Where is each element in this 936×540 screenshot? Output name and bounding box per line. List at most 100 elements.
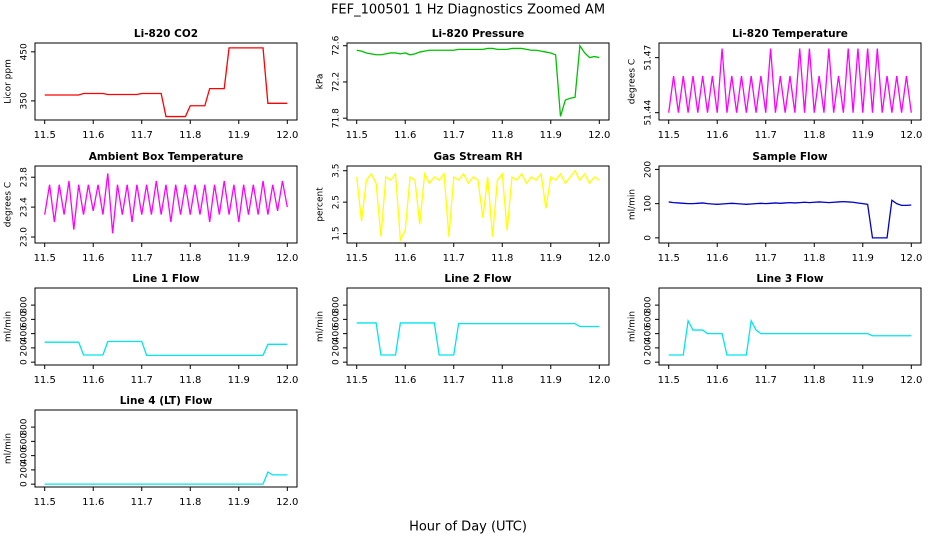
series-line: [668, 48, 912, 113]
x-tick-label: 11.8: [803, 253, 825, 264]
y-tick-label: 400: [20, 325, 30, 342]
x-tick-label: 11.8: [803, 375, 825, 386]
y-tick-label: 72.2: [332, 72, 342, 92]
x-tick-label: 11.9: [540, 375, 562, 386]
x-tick-label: 11.9: [852, 130, 874, 141]
y-tick-label: 800: [20, 418, 30, 435]
y-tick-label: 0: [644, 359, 654, 365]
y-axis-label: degrees C: [4, 182, 14, 227]
x-tick-label: 11.9: [852, 375, 874, 386]
x-tick-label: 11.8: [179, 497, 201, 508]
panel-title: Line 3 Flow: [756, 273, 823, 285]
panel-title: Line 1 Flow: [132, 273, 199, 285]
series-line: [44, 47, 288, 118]
x-tick-label: 11.9: [228, 497, 250, 508]
x-tick-label: 11.8: [803, 130, 825, 141]
x-tick-label: 11.5: [346, 375, 368, 386]
x-tick-label: 11.8: [179, 253, 201, 264]
series-line: [356, 169, 600, 243]
y-tick-label: 0: [332, 359, 342, 365]
x-tick-label: 12.0: [900, 253, 922, 264]
y-tick-label: 0: [644, 235, 654, 241]
x-tick-label: 11.6: [82, 130, 104, 141]
x-tick-label: 12.0: [276, 130, 298, 141]
x-tick-label: 11.7: [131, 375, 153, 386]
y-axis-label: degrees C: [628, 59, 638, 104]
x-tick-label: 12.0: [276, 253, 298, 264]
x-tick-label: 12.0: [276, 497, 298, 508]
y-tick-label: 200: [332, 339, 342, 356]
y-tick-label: 51.47: [644, 45, 654, 71]
plot-frame: [34, 409, 298, 488]
y-tick-label: 800: [644, 296, 654, 313]
y-tick-label: 0: [20, 481, 30, 487]
y-tick-label: 71.8: [332, 108, 342, 128]
y-axis-label: ml/min: [316, 311, 326, 342]
x-tick-label: 11.7: [443, 130, 465, 141]
panel-title: Ambient Box Temperature: [89, 151, 244, 163]
x-tick-label: 11.7: [755, 253, 777, 264]
x-tick-label: 11.6: [394, 130, 416, 141]
x-tick-label: 11.8: [491, 375, 513, 386]
plot-frame: [658, 42, 922, 121]
x-tick-label: 11.6: [82, 497, 104, 508]
y-tick-label: 600: [20, 433, 30, 450]
x-tick-label: 11.9: [540, 130, 562, 141]
x-tick-label: 11.6: [82, 375, 104, 386]
x-tick-label: 11.6: [706, 253, 728, 264]
x-tick-label: 11.6: [394, 253, 416, 264]
series-line: [668, 199, 912, 239]
x-tick-label: 12.0: [276, 375, 298, 386]
plot-frame: [34, 42, 298, 121]
x-tick-label: 11.5: [34, 375, 56, 386]
y-tick-label: 200: [644, 161, 654, 178]
series-line: [356, 322, 600, 356]
plot-frame: [658, 287, 922, 366]
y-tick-label: 600: [20, 311, 30, 328]
y-tick-label: 1.5: [332, 226, 342, 240]
x-tick-label: 11.7: [755, 375, 777, 386]
x-tick-label: 11.5: [346, 253, 368, 264]
y-axis-label: Licor ppm: [4, 59, 14, 104]
figure-title: FEF_100501 1 Hz Diagnostics Zoomed AM: [331, 3, 605, 18]
y-tick-label: 72.6: [332, 35, 342, 55]
x-tick-label: 12.0: [900, 375, 922, 386]
series-line: [44, 340, 288, 357]
x-tick-label: 11.5: [34, 497, 56, 508]
plot-frame: [346, 42, 610, 121]
panel-title: Li-820 Pressure: [432, 28, 525, 40]
y-axis-label: ml/min: [4, 433, 14, 464]
y-tick-label: 800: [332, 296, 342, 313]
x-tick-label: 11.7: [131, 497, 153, 508]
y-tick-label: 3.5: [332, 164, 342, 178]
plot-frame: [34, 165, 298, 244]
x-tick-label: 11.6: [394, 375, 416, 386]
series-line: [44, 471, 288, 485]
x-tick-label: 12.0: [588, 375, 610, 386]
panel-title: Line 4 (LT) Flow: [120, 395, 213, 407]
x-tick-label: 11.9: [228, 130, 250, 141]
y-axis-label: kPa: [316, 74, 326, 90]
panel-title: Line 2 Flow: [444, 273, 511, 285]
x-tick-label: 11.6: [82, 253, 104, 264]
y-tick-label: 600: [332, 311, 342, 328]
y-tick-label: 23.4: [20, 197, 30, 217]
y-tick-label: 23.8: [20, 167, 30, 187]
y-axis-label: percent: [316, 187, 326, 222]
x-tick-label: 11.7: [131, 130, 153, 141]
panel-title: Li-820 CO2: [134, 28, 198, 40]
y-axis-label: ml/min: [628, 311, 638, 342]
y-tick-label: 2.5: [332, 195, 342, 209]
x-tick-label: 11.9: [228, 253, 250, 264]
series-line: [668, 318, 912, 356]
y-tick-label: 800: [20, 296, 30, 313]
x-tick-label: 11.5: [658, 253, 680, 264]
plot-frame: [34, 287, 298, 366]
x-tick-label: 11.6: [706, 375, 728, 386]
y-tick-label: 200: [644, 339, 654, 356]
y-axis-label: ml/min: [628, 189, 638, 220]
y-tick-label: 600: [644, 311, 654, 328]
plot-frame: [346, 287, 610, 366]
y-tick-label: 350: [20, 92, 30, 109]
